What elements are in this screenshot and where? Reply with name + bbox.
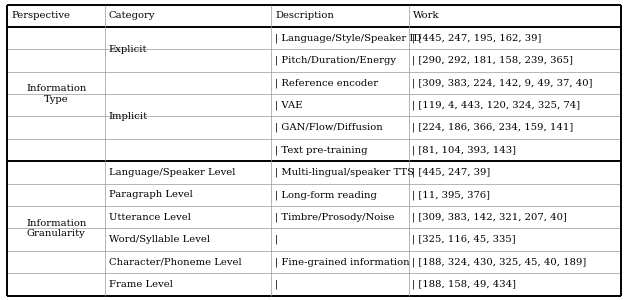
Text: | [188, 158, 49, 434]: | [188, 158, 49, 434] <box>412 280 517 289</box>
Text: Information
Granularity: Information Granularity <box>26 219 86 238</box>
Text: | GAN/Flow/Diffusion: | GAN/Flow/Diffusion <box>275 123 383 132</box>
Text: | [309, 383, 142, 321, 207, 40]: | [309, 383, 142, 321, 207, 40] <box>412 212 567 222</box>
Text: Work: Work <box>412 11 439 20</box>
Text: | [119, 4, 443, 120, 324, 325, 74]: | [119, 4, 443, 120, 324, 325, 74] <box>412 100 580 110</box>
Text: | Timbre/Prosody/Noise: | Timbre/Prosody/Noise <box>275 212 395 222</box>
Text: Perspective: Perspective <box>11 11 71 20</box>
Text: Implicit: Implicit <box>109 112 148 121</box>
Text: Category: Category <box>109 11 155 20</box>
Text: Description: Description <box>275 11 334 20</box>
Text: | Fine-grained information: | Fine-grained information <box>275 257 410 267</box>
Text: | [188, 324, 430, 325, 45, 40, 189]: | [188, 324, 430, 325, 45, 40, 189] <box>412 257 587 267</box>
Text: | Language/Style/Speaker ID: | Language/Style/Speaker ID <box>275 33 422 43</box>
Text: Paragraph Level: Paragraph Level <box>109 190 192 199</box>
Text: | VAE: | VAE <box>275 100 303 110</box>
Text: | Text pre-training: | Text pre-training <box>275 145 368 155</box>
Text: Information
Type: Information Type <box>26 84 86 104</box>
Text: | [445, 247, 39]: | [445, 247, 39] <box>412 168 490 177</box>
Text: Frame Level: Frame Level <box>109 280 172 289</box>
Text: | Pitch/Duration/Energy: | Pitch/Duration/Energy <box>275 56 396 65</box>
Text: Word/Syllable Level: Word/Syllable Level <box>109 235 210 244</box>
Text: | Long-form reading: | Long-form reading <box>275 190 377 200</box>
Text: Language/Speaker Level: Language/Speaker Level <box>109 168 235 177</box>
Text: | [309, 383, 224, 142, 9, 49, 37, 40]: | [309, 383, 224, 142, 9, 49, 37, 40] <box>412 78 593 88</box>
Text: Utterance Level: Utterance Level <box>109 213 190 222</box>
Text: |: | <box>275 280 278 289</box>
Text: | [81, 104, 393, 143]: | [81, 104, 393, 143] <box>412 145 517 155</box>
Text: | [445, 247, 195, 162, 39]: | [445, 247, 195, 162, 39] <box>412 33 542 43</box>
Text: Explicit: Explicit <box>109 45 147 54</box>
Text: | [224, 186, 366, 234, 159, 141]: | [224, 186, 366, 234, 159, 141] <box>412 123 573 132</box>
Text: | Multi-lingual/speaker TTS: | Multi-lingual/speaker TTS <box>275 168 414 177</box>
Text: | Reference encoder: | Reference encoder <box>275 78 378 88</box>
Text: | [325, 116, 45, 335]: | [325, 116, 45, 335] <box>412 235 516 244</box>
Text: | [11, 395, 376]: | [11, 395, 376] <box>412 190 490 200</box>
Text: Character/Phoneme Level: Character/Phoneme Level <box>109 257 241 266</box>
Text: |: | <box>275 235 278 244</box>
Text: | [290, 292, 181, 158, 239, 365]: | [290, 292, 181, 158, 239, 365] <box>412 56 573 65</box>
